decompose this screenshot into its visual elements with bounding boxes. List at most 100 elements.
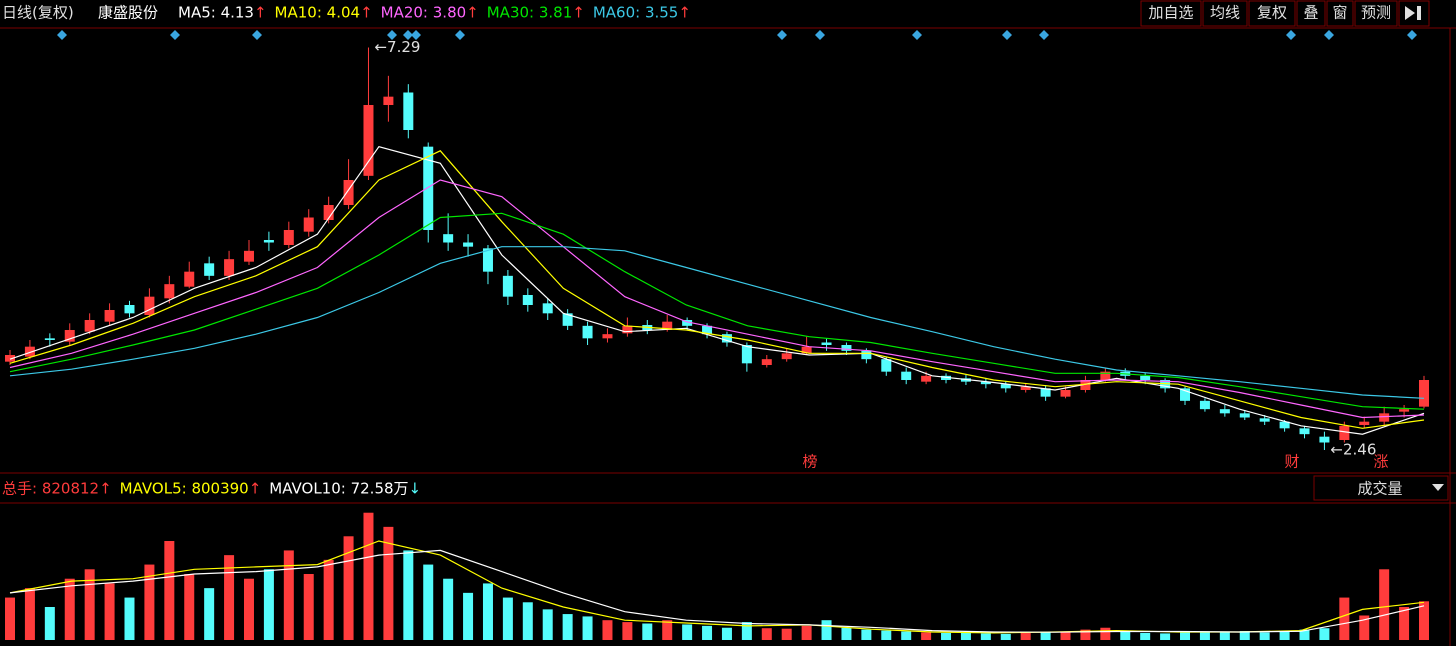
volume-bar: [204, 588, 215, 640]
candle-body: [721, 334, 732, 343]
volume-bar: [901, 631, 912, 640]
candle-body: [1020, 386, 1031, 390]
candle-body: [921, 375, 932, 382]
event-marker[interactable]: [403, 30, 413, 40]
toolbar-button[interactable]: [1354, 0, 1398, 27]
toolbar-button[interactable]: [1202, 0, 1248, 27]
toolbar-button[interactable]: [1326, 0, 1354, 27]
toolbar-button[interactable]: [1248, 0, 1296, 27]
candle-body: [283, 230, 294, 245]
candle-body: [164, 284, 175, 299]
volume-bar: [1339, 597, 1350, 640]
volume-bar: [184, 574, 195, 640]
candle-body: [781, 353, 792, 360]
event-marker[interactable]: [1039, 30, 1049, 40]
candle-body: [443, 234, 454, 243]
volume-bar: [1080, 629, 1091, 640]
toolbar-label: 预测: [1361, 4, 1391, 22]
candle-body: [1180, 388, 1191, 401]
candle-body: [44, 338, 55, 340]
toolbar-button[interactable]: [1296, 0, 1326, 27]
legend-entry: MA10: 4.04: [275, 4, 361, 22]
candle-body: [801, 346, 812, 354]
candle-body: [1100, 371, 1111, 380]
volume-bar: [24, 588, 35, 640]
trend-arrow: ↓: [409, 480, 422, 498]
candle-body: [1080, 380, 1091, 390]
event-marker[interactable]: [815, 30, 825, 40]
price-annotation: ←2.46: [1330, 441, 1376, 459]
candle-body: [901, 371, 912, 380]
toolbar-button[interactable]: [1398, 0, 1430, 27]
candle-body: [263, 240, 274, 243]
event-marker[interactable]: [1324, 30, 1334, 40]
volume-bar: [582, 616, 593, 640]
event-marker[interactable]: [1286, 30, 1296, 40]
candle-body: [542, 303, 553, 314]
mavol-line: [9, 549, 1425, 633]
volume-bar: [363, 512, 374, 640]
volume-bar: [482, 583, 493, 640]
volume-bar: [1419, 601, 1429, 640]
candle-body: [104, 310, 115, 322]
candle-body: [1399, 409, 1410, 412]
event-marker[interactable]: [1407, 30, 1417, 40]
volume-bar: [502, 597, 513, 640]
candle-body: [1140, 375, 1151, 380]
candle-body: [423, 146, 434, 230]
candle-body: [482, 248, 493, 272]
candle-body: [1199, 400, 1210, 410]
candle-body: [363, 105, 374, 176]
event-marker[interactable]: [170, 30, 180, 40]
candle-body: [1279, 421, 1290, 429]
event-marker[interactable]: [455, 30, 465, 40]
volume-bar: [263, 569, 274, 640]
volume-bar: [5, 597, 15, 640]
candle-body: [1219, 409, 1230, 414]
volume-bar: [960, 631, 971, 640]
candle-body: [1339, 425, 1350, 440]
candle-body: [1379, 413, 1390, 422]
volume-bar: [383, 526, 394, 640]
event-marker[interactable]: [252, 30, 262, 40]
candle-body: [662, 321, 673, 330]
indicator-dropdown[interactable]: [1313, 475, 1449, 501]
event-marker[interactable]: [387, 30, 397, 40]
volume-bar: [1180, 632, 1191, 640]
event-marker[interactable]: [57, 30, 67, 40]
volume-bar: [403, 550, 414, 640]
volume-bar: [104, 583, 115, 640]
volume-bar: [662, 620, 673, 640]
volume-bar: [303, 574, 314, 640]
event-tag[interactable]: 榜: [802, 453, 817, 471]
legend-entry: MAVOL10: 72.58万: [269, 480, 408, 498]
volume-bar: [1379, 569, 1390, 640]
candle-body: [622, 325, 633, 334]
collapse-icon: [1405, 6, 1421, 20]
event-marker[interactable]: [777, 30, 787, 40]
event-marker[interactable]: [411, 30, 421, 40]
volume-bar: [1120, 631, 1131, 640]
event-tag[interactable]: 涨: [1373, 453, 1388, 471]
event-marker[interactable]: [912, 30, 922, 40]
volume-bar: [941, 632, 952, 640]
period-label[interactable]: 日线(复权): [2, 4, 74, 22]
trend-arrow: ↑: [360, 4, 373, 22]
candle-body: [741, 345, 752, 364]
candle-body: [761, 359, 772, 365]
toolbar-button[interactable]: [1140, 0, 1202, 27]
volume-bar: [1199, 631, 1210, 640]
event-marker[interactable]: [1002, 30, 1012, 40]
event-tag[interactable]: 财: [1284, 453, 1299, 471]
candle-body: [881, 359, 892, 372]
candle-body: [702, 325, 713, 335]
volume-bar: [463, 592, 474, 640]
candle-body: [562, 313, 573, 326]
trend-arrow: ↑: [254, 4, 267, 22]
indicator-label: 成交量: [1357, 480, 1402, 498]
volume-bar: [781, 628, 792, 640]
toolbar-label: 复权: [1257, 4, 1287, 22]
volume-bar: [1020, 632, 1031, 640]
volume-bar: [562, 614, 573, 640]
